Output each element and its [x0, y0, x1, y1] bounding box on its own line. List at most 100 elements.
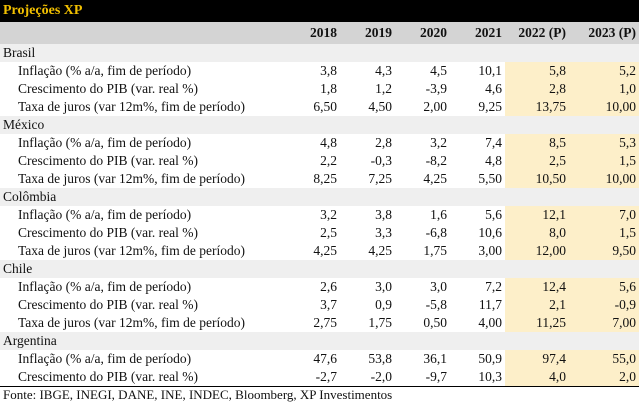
- value-cell: 5,2: [569, 62, 639, 80]
- value-cell: 97,4: [505, 350, 569, 368]
- value-cell: 2,75: [313, 315, 337, 330]
- value-cell: 10,3: [450, 368, 505, 387]
- value-cell: 10,00: [569, 170, 639, 188]
- value-cell: 1,8: [320, 81, 337, 96]
- country-row: Argentina: [0, 332, 639, 350]
- value-cell: 2,1: [505, 296, 569, 314]
- value-cell: -3,9: [425, 81, 447, 96]
- value-cell: 2,5: [505, 152, 569, 170]
- value-cell: 12,1: [505, 206, 569, 224]
- row-label: Crescimento do PIB (var. real %): [0, 368, 285, 387]
- country-label: Colômbia: [0, 188, 639, 206]
- value-cell: 8,0: [505, 224, 569, 242]
- value-cell: -8,2: [425, 153, 447, 168]
- value-cell: -2,0: [340, 368, 395, 387]
- column-header: 2021: [450, 22, 505, 44]
- value-cell: 1,2: [375, 81, 392, 96]
- value-cell: 3,0: [430, 279, 447, 294]
- column-header: 2023 (P): [569, 22, 639, 44]
- value-cell: 1,5: [569, 152, 639, 170]
- table-row: Taxa de juros (var 12m%, fim de período)…: [0, 242, 639, 260]
- column-header: 2019: [340, 22, 395, 44]
- table-row: Crescimento do PIB (var. real %) 3,7 0,9 -5…: [0, 296, 639, 314]
- value-cell: 11,25: [505, 314, 569, 332]
- value-cell: 4,5: [430, 63, 447, 78]
- table-row: Inflação (% a/a, fim de período) 4,8 2,8 3,…: [0, 134, 639, 152]
- value-cell: -0,3: [370, 153, 392, 168]
- value-cell: 47,6: [313, 351, 337, 366]
- value-cell: 10,1: [478, 63, 502, 78]
- country-label: Chile: [0, 260, 639, 278]
- row-label: Crescimento do PIB (var. real %): [18, 153, 198, 168]
- value-cell: 6,50: [313, 99, 337, 114]
- value-cell: 10,00: [569, 98, 639, 116]
- value-cell: 3,2: [320, 207, 337, 222]
- source-note: Fonte: IBGE, INEGI, DANE, INE, INDEC, Bl…: [3, 387, 393, 402]
- row-label: Crescimento do PIB (var. real %): [18, 225, 198, 240]
- value-cell: 2,2: [320, 153, 337, 168]
- value-cell: 10,50: [505, 170, 569, 188]
- table-row: Taxa de juros (var 12m%, fim de período)…: [0, 98, 639, 116]
- table-row: Inflação (% a/a, fim de período) 3,2 3,8 1,…: [0, 206, 639, 224]
- row-label: Inflação (% a/a, fim de período): [18, 207, 192, 222]
- value-cell: 2,8: [505, 80, 569, 98]
- value-cell: 1,0: [569, 80, 639, 98]
- value-cell: 50,9: [478, 351, 502, 366]
- value-cell: 3,8: [320, 63, 337, 78]
- value-cell: 3,0: [375, 279, 392, 294]
- value-cell: 3,3: [375, 225, 392, 240]
- table-title: Projeções XP: [0, 0, 639, 22]
- value-cell: 4,0: [505, 368, 569, 387]
- value-cell: -5,8: [425, 297, 447, 312]
- value-cell: 2,0: [569, 368, 639, 387]
- value-cell: 4,50: [368, 99, 392, 114]
- value-cell: 2,8: [375, 135, 392, 150]
- country-label: Argentina: [0, 332, 639, 350]
- value-cell: -6,8: [425, 225, 447, 240]
- value-cell: 4,25: [423, 171, 447, 186]
- value-cell: 5,6: [569, 278, 639, 296]
- value-cell: 1,75: [368, 315, 392, 330]
- table-row: Crescimento do PIB (var. real %) 2,5 3,3 -6…: [0, 224, 639, 242]
- value-cell: 8,5: [505, 134, 569, 152]
- value-cell: 55,0: [569, 350, 639, 368]
- table-row: Taxa de juros (var 12m%, fim de período)…: [0, 170, 639, 188]
- value-cell: 4,6: [485, 81, 502, 96]
- row-label: Inflação (% a/a, fim de período): [18, 63, 192, 78]
- country-row: México: [0, 116, 639, 134]
- value-cell: 36,1: [423, 351, 447, 366]
- table-row: Inflação (% a/a, fim de período) 3,8 4,3 4,…: [0, 62, 639, 80]
- country-label: Brasil: [0, 44, 639, 62]
- value-cell: 7,25: [368, 171, 392, 186]
- value-cell: 1,6: [430, 207, 447, 222]
- column-header: 2020: [395, 22, 450, 44]
- value-cell: 5,6: [485, 207, 502, 222]
- value-cell: 3,8: [375, 207, 392, 222]
- value-cell: 11,7: [478, 297, 502, 312]
- row-label: Inflação (% a/a, fim de período): [18, 279, 192, 294]
- row-label: Inflação (% a/a, fim de período): [18, 135, 192, 150]
- table-row: Inflação (% a/a, fim de período) 2,6 3,0 3,…: [0, 278, 639, 296]
- projections-table: 2018 2019 2020 2021 2022 (P) 2023 (P) Brasil I…: [0, 22, 639, 387]
- value-cell: 5,8: [505, 62, 569, 80]
- value-cell: 9,50: [569, 242, 639, 260]
- value-cell: 3,00: [478, 243, 502, 258]
- value-cell: 7,00: [569, 314, 639, 332]
- value-cell: 0,9: [375, 297, 392, 312]
- value-cell: 10,6: [478, 225, 502, 240]
- table-row: Crescimento do PIB (var. real %) 2,2 -0,3 -…: [0, 152, 639, 170]
- value-cell: -2,7: [285, 368, 340, 387]
- value-cell: 3,7: [320, 297, 337, 312]
- value-cell: 4,25: [313, 243, 337, 258]
- value-cell: 7,4: [485, 135, 502, 150]
- value-cell: 4,8: [485, 153, 502, 168]
- value-cell: 8,25: [313, 171, 337, 186]
- value-cell: 9,25: [478, 99, 502, 114]
- country-row: Brasil: [0, 44, 639, 62]
- value-cell: 5,50: [478, 171, 502, 186]
- column-header: 2022 (P): [505, 22, 569, 44]
- value-cell: 2,00: [423, 99, 447, 114]
- value-cell: 2,6: [320, 279, 337, 294]
- value-cell: 53,8: [368, 351, 392, 366]
- row-label: Taxa de juros (var 12m%, fim de período): [18, 171, 245, 186]
